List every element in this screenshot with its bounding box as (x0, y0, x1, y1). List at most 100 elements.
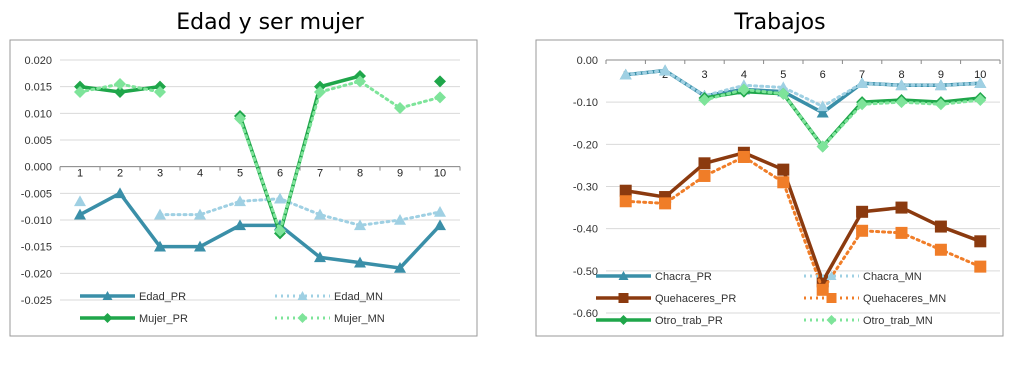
chart1-point-Edad_MN (394, 214, 406, 225)
chart1-point-Edad_PR (434, 219, 446, 231)
chart2-legend-label-Quehaceres_MN: Quehaceres_MN (863, 293, 946, 305)
chart2-point-Quehaceres_PR (698, 157, 711, 170)
chart1-point-Edad_MN (74, 195, 86, 207)
chart2-category-label: 6 (820, 69, 826, 81)
chart1-legend-marker-Edad_PR (102, 291, 113, 300)
chart2-point-Chacra_MN (777, 81, 790, 93)
chart1-point-Mujer_MN (394, 102, 406, 114)
chart2-legend-marker-Otro_trab_MN (826, 315, 837, 325)
chart2-y-tick-label: 0.00 (577, 55, 598, 67)
chart2-point-Quehaceres_MN (698, 169, 711, 182)
chart1-point-Edad_MN (194, 208, 206, 220)
chart1-point-Edad_PR (154, 240, 166, 252)
chart2-point-Chacra_MN (974, 77, 987, 88)
chart2-series-line-Chacra_MN (624, 69, 982, 108)
chart2-legend-label-Chacra_PR: Chacra_PR (655, 271, 712, 283)
chart1-category-label: 9 (397, 168, 403, 180)
chart2-point-Quehaceres_MN (737, 150, 750, 163)
chart2-category-label: 9 (938, 69, 944, 81)
chart2-legend-marker-Chacra_MN (826, 271, 837, 280)
chart2-y-tick-label: -0.30 (573, 182, 598, 194)
chart1-legend-marker-Edad_MN (297, 291, 308, 300)
chart1-point-Mujer_PR (434, 75, 446, 88)
chart1-title: Edad y ser mujer (176, 10, 364, 35)
chart1-legend-marker-Mujer_MN (297, 313, 308, 323)
chart2-point-Otro_trab_MN (816, 140, 829, 153)
chart2-point-Quehaceres_PR (974, 235, 987, 248)
chart2-point-Quehaceres_PR (895, 201, 908, 214)
chart1-legend-marker-Mujer_PR (102, 313, 113, 323)
chart1-point-Edad_PR (354, 256, 366, 268)
chart2-legend-marker-Otro_trab_PR (618, 315, 629, 325)
chart2-point-Chacra_PR (816, 106, 829, 118)
chart1-y-tick-label: -0.005 (21, 188, 52, 200)
chart2-point-Quehaceres_MN (816, 283, 829, 296)
chart2-point-Otro_trab_MN (856, 98, 869, 111)
chart2-category-label: 7 (859, 69, 865, 81)
chart2-legend-marker-Quehaceres_PR (618, 293, 629, 303)
chart1-point-Edad_PR (314, 251, 326, 263)
chart1-category-label: 7 (317, 168, 323, 180)
chart2-y-tick-label: -0.40 (573, 224, 598, 236)
chart1-category-label: 5 (237, 168, 243, 180)
chart1-series-line-Edad_PR (78, 191, 442, 270)
chart1-series-line-Edad_MN (158, 197, 442, 227)
chart2-point-Quehaceres_MN (856, 224, 869, 237)
chart2-point-Otro_trab_MN (737, 83, 750, 96)
chart2-point-Quehaceres_PR (777, 163, 790, 176)
chart1-point-Mujer_MN (274, 224, 286, 237)
chart2-category-label: 10 (974, 69, 986, 81)
chart1-category-label: 8 (357, 168, 363, 180)
chart2-category-label: 8 (898, 69, 904, 81)
chart1-series-line-Mujer_MN (238, 79, 442, 233)
chart2-point-Quehaceres_MN (895, 226, 908, 239)
chart2-series-line-Quehaceres_PR (623, 151, 983, 284)
chart2-legend-label-Quehaceres_PR: Quehaceres_PR (655, 293, 736, 305)
chart1-y-tick-label: -0.025 (21, 295, 52, 307)
chart2-point-Otro_trab_MN (777, 87, 790, 100)
chart2-point-Chacra_MN (659, 64, 672, 76)
chart1-point-Edad_MN (354, 219, 366, 231)
chart2-legend-label-Otro_trab_MN: Otro_trab_MN (863, 315, 933, 327)
chart2-point-Otro_trab_MN (895, 96, 908, 109)
chart2-category-label: 5 (780, 69, 786, 81)
chart1-point-Edad_MN (154, 208, 166, 220)
chart2-point-Quehaceres_PR (856, 205, 869, 218)
chart2-legend-marker-Quehaceres_MN (826, 293, 837, 303)
chart2-y-tick-label: -0.50 (573, 266, 598, 278)
chart2-point-Otro_trab_MN (698, 94, 711, 107)
chart1-category-label: 4 (197, 168, 203, 180)
chart2-legend-label-Otro_trab_PR: Otro_trab_PR (655, 315, 723, 327)
chart2-y-tick-label: -0.10 (573, 97, 598, 109)
chart2-point-Chacra_MN (619, 68, 632, 80)
chart1-y-tick-label: -0.015 (21, 242, 52, 254)
chart2-category-label: 4 (741, 69, 747, 81)
chart2-series-line-Quehaceres_MN (624, 155, 982, 292)
chart1-point-Mujer_MN (434, 91, 446, 104)
chart1-legend-label-Edad_MN: Edad_MN (334, 291, 383, 303)
chart1-point-Mujer_MN (234, 112, 246, 125)
chart2-y-tick-label: -0.20 (573, 139, 598, 151)
chart1-point-Edad_PR (74, 208, 86, 220)
chart1-category-label: 1 (77, 168, 83, 180)
chart1-y-tick-label: 0.010 (24, 108, 52, 120)
chart2-point-Quehaceres_MN (934, 243, 947, 256)
chart2-legend-marker-Chacra_PR (618, 271, 629, 280)
chart1-point-Mujer_PR (114, 86, 126, 98)
chart1-category-label: 3 (157, 168, 163, 180)
chart1-y-tick-label: 0.000 (24, 162, 52, 174)
chart1-point-Edad_MN (234, 195, 246, 207)
chart2-category-label: 3 (701, 69, 707, 81)
chart2-legend-label-Chacra_MN: Chacra_MN (863, 271, 922, 283)
chart2-series-line-Otro_trab_MN (703, 88, 982, 148)
chart2-point-Quehaceres_MN (619, 195, 632, 208)
chart1-point-Edad_PR (394, 262, 406, 273)
chart1-category-label: 6 (277, 168, 283, 180)
chart1-y-tick-label: 0.005 (24, 135, 52, 147)
chart1-point-Mujer_MN (74, 86, 86, 98)
chart1-point-Edad_PR (234, 219, 246, 231)
chart2-point-Quehaceres_MN (974, 260, 987, 273)
chart1-legend-label-Edad_PR: Edad_PR (139, 291, 186, 303)
chart2-point-Quehaceres_PR (619, 184, 632, 197)
